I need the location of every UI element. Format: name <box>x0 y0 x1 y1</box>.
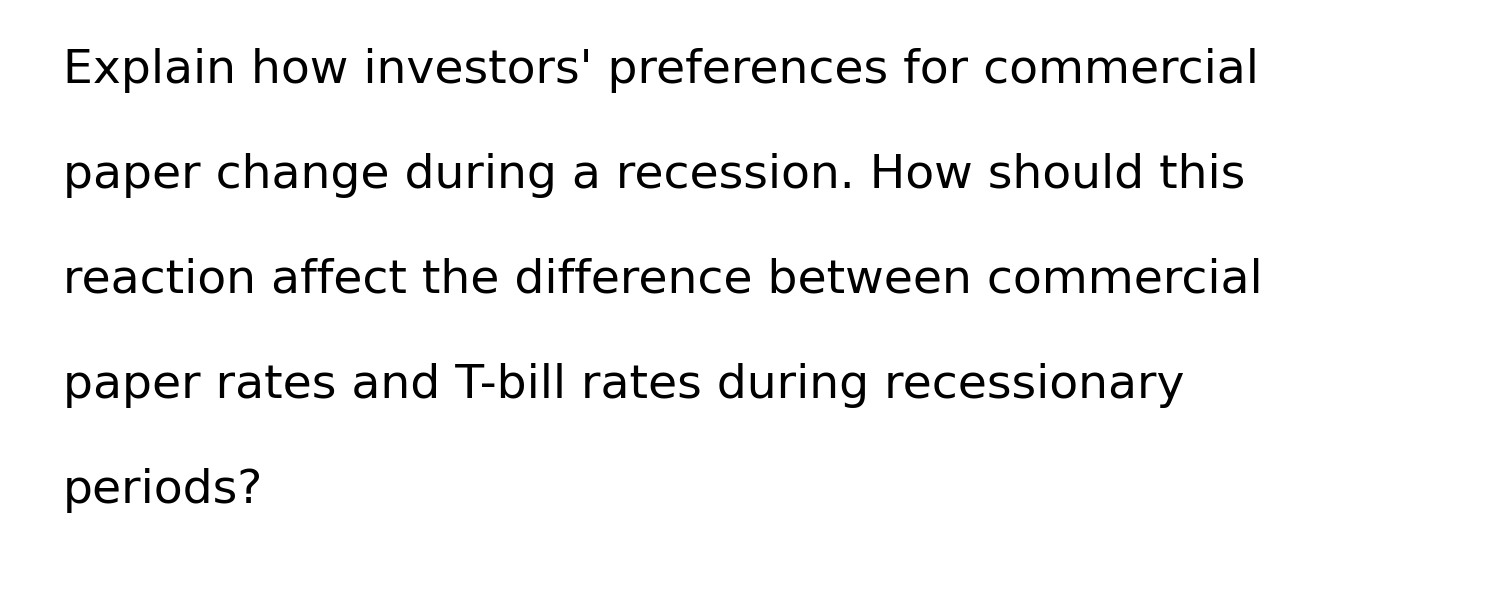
Text: paper rates and T-bill rates during recessionary: paper rates and T-bill rates during rece… <box>63 363 1185 408</box>
Text: periods?: periods? <box>63 468 264 513</box>
Text: Explain how investors' preferences for commercial: Explain how investors' preferences for c… <box>63 48 1258 93</box>
Text: paper change during a recession. How should this: paper change during a recession. How sho… <box>63 153 1245 198</box>
Text: reaction affect the difference between commercial: reaction affect the difference between c… <box>63 258 1263 303</box>
